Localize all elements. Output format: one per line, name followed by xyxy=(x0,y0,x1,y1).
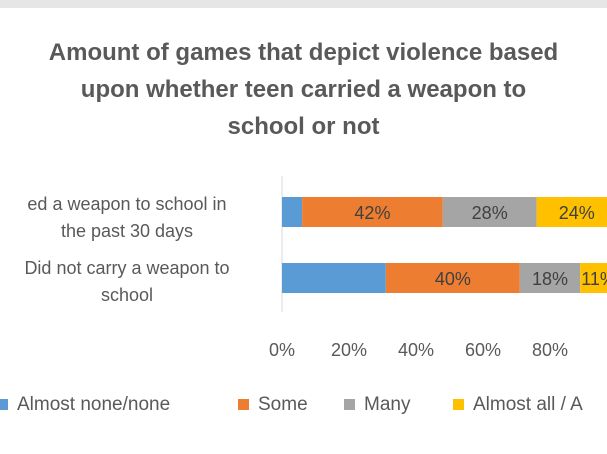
category-label-no-weapon: Did not carry a weapon to school xyxy=(0,255,262,309)
chart-title: Amount of games that depict violence bas… xyxy=(0,34,607,145)
legend-swatch xyxy=(0,399,8,410)
legend-label: Many xyxy=(364,394,411,415)
category-label-line: the past 30 days xyxy=(60,221,194,241)
bar-some-1 xyxy=(385,263,520,293)
bar-almost-all-a-0 xyxy=(536,197,607,227)
bar-almost-all-a-1 xyxy=(580,263,607,293)
bar-many-1 xyxy=(519,263,581,293)
category-label-line: school xyxy=(100,285,154,305)
bar-many-0 xyxy=(442,197,537,227)
legend-swatch xyxy=(238,399,249,410)
category-label-line: Did not carry a weapon to xyxy=(24,258,230,278)
x-tick-label: 20% xyxy=(331,340,367,360)
data-label: 40% xyxy=(435,269,471,289)
bar-almost-none-none-1 xyxy=(282,263,386,293)
legend-label: Almost all / A xyxy=(473,394,583,415)
category-label-line: ed a weapon to school in xyxy=(27,194,227,214)
chart-title-line-3: school or not xyxy=(227,113,380,140)
x-tick-label: 0% xyxy=(269,340,295,360)
data-label: 28% xyxy=(472,203,508,223)
x-tick-label: 40% xyxy=(398,340,434,360)
chart-title-line-2: upon whether teen carried a weapon to xyxy=(80,76,527,103)
legend-swatch xyxy=(453,399,464,410)
data-label: 42% xyxy=(354,203,390,223)
chart-title-line-1: Amount of games that depict violence bas… xyxy=(48,39,559,66)
legend-label: Almost none/none xyxy=(17,394,171,415)
x-tick-label: 60% xyxy=(465,340,501,360)
bar-some-0 xyxy=(302,197,443,227)
legend-swatch xyxy=(344,399,355,410)
data-label: 24% xyxy=(559,203,595,223)
top-border xyxy=(0,0,607,8)
category-label-carried-weapon: ed a weapon to school in the past 30 day… xyxy=(0,191,262,245)
data-label: 11% xyxy=(581,269,607,289)
data-label: 18% xyxy=(532,269,568,289)
bar-almost-none-none-0 xyxy=(282,197,303,227)
legend-label: Some xyxy=(258,394,308,415)
x-tick-label: 80% xyxy=(532,340,568,360)
